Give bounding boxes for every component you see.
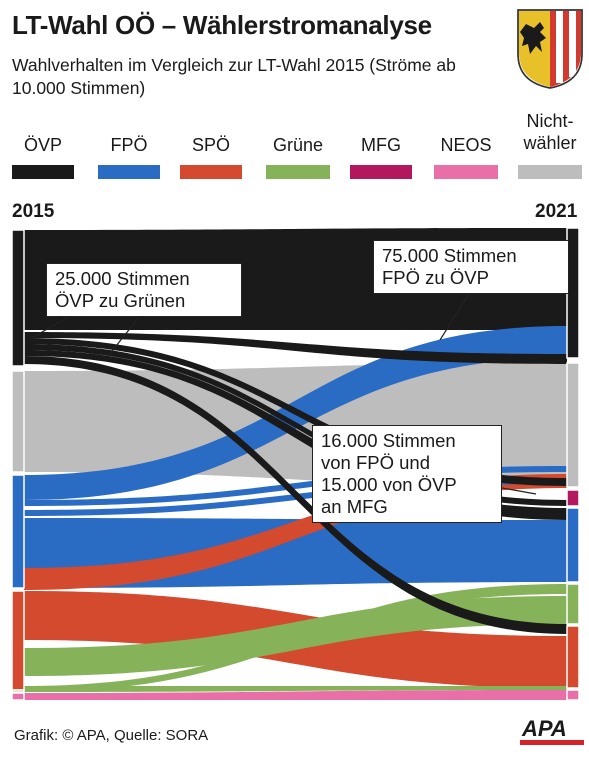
flow-oevp-gruene [24,356,567,634]
node-2015-övp [11,229,25,367]
callout-fpoe-oevp-text: 75.000 Stimmen FPÖ zu ÖVP [382,245,517,288]
year-right-label: 2021 [535,201,578,222]
node-2021-grüne [566,583,580,625]
node-2015-nichtwähler [11,370,25,473]
legend-label-2: SPÖ [191,135,230,155]
chart-subtitle: Wahlverhalten im Vergleich zur LT-Wahl 2… [12,55,456,98]
apa-logo-text: APA [521,716,567,741]
flow-neos-neos [24,690,567,700]
legend-swatch-4 [350,165,412,179]
legend-swatch-5 [434,165,498,179]
flow-gruene-gruene-low [24,686,567,692]
year-left-label: 2015 [12,201,55,222]
legend-swatch-2 [180,165,242,179]
flow-oevp-mfg-2 [24,344,567,506]
legend-swatch-3 [266,165,330,179]
flow-fpoe-spoe [24,474,567,590]
node-2021-nichtwähler [566,362,580,488]
upper-austria-crest-icon [517,9,583,89]
flow-oevp-nichtwaehler [24,332,567,364]
node-2021-spö [566,625,580,689]
legend-label-6: Nicht- wähler [523,111,577,153]
callout-mfg-text: 16.000 Stimmen von FPÖ und 15.000 von ÖV… [321,430,457,517]
node-2015-grüne [11,689,25,693]
legend-label-4: MFG [361,135,401,155]
callout-fpoe-oevp: 75.000 Stimmen FPÖ zu ÖVP [373,240,569,294]
apa-logo: APA [520,716,584,746]
node-2021-neos [566,689,580,701]
flow-oevp-mfg-1 [24,338,567,486]
legend-label-1: FPÖ [110,135,148,155]
source-footer: Grafik: © APA, Quelle: SORA [14,727,209,744]
legend-swatch-0 [12,165,74,179]
legend-label-3: Grüne [272,135,324,155]
flow-oevp-fpoe [24,350,567,520]
flow-fpoe-fpoe-thin [24,466,567,506]
callout-oevp-gruene: 25.000 Stimmen ÖVP zu Grünen [46,263,242,317]
callout-oevp-gruene-text: 25.000 Stimmen ÖVP zu Grünen [55,268,190,311]
legend-swatch-6 [518,165,582,179]
legend-swatch-1 [98,165,160,179]
flow-gruene-gruene [24,584,567,692]
callout-pointer-fpoe-oevp [439,288,473,341]
callout-mfg: 16.000 Stimmen von FPÖ und 15.000 von ÖV… [312,425,502,523]
chart-title: LT-Wahl OÖ – Wählerstromanalyse [12,10,432,40]
apa-logo-mark-icon: APA [520,716,584,745]
node-2015-spö [11,590,25,691]
legend-label-0: ÖVP [23,135,62,155]
legend-label-5: NEOS [440,135,492,155]
callout-pointer-oevp-gruene-2 [107,315,141,357]
node-2015-neos [11,692,25,701]
callout-pointer-oevp-gruene-1 [27,315,71,341]
node-2021-fpö [566,507,580,583]
node-2021-mfg [566,489,580,507]
node-2015-fpö [11,474,25,589]
